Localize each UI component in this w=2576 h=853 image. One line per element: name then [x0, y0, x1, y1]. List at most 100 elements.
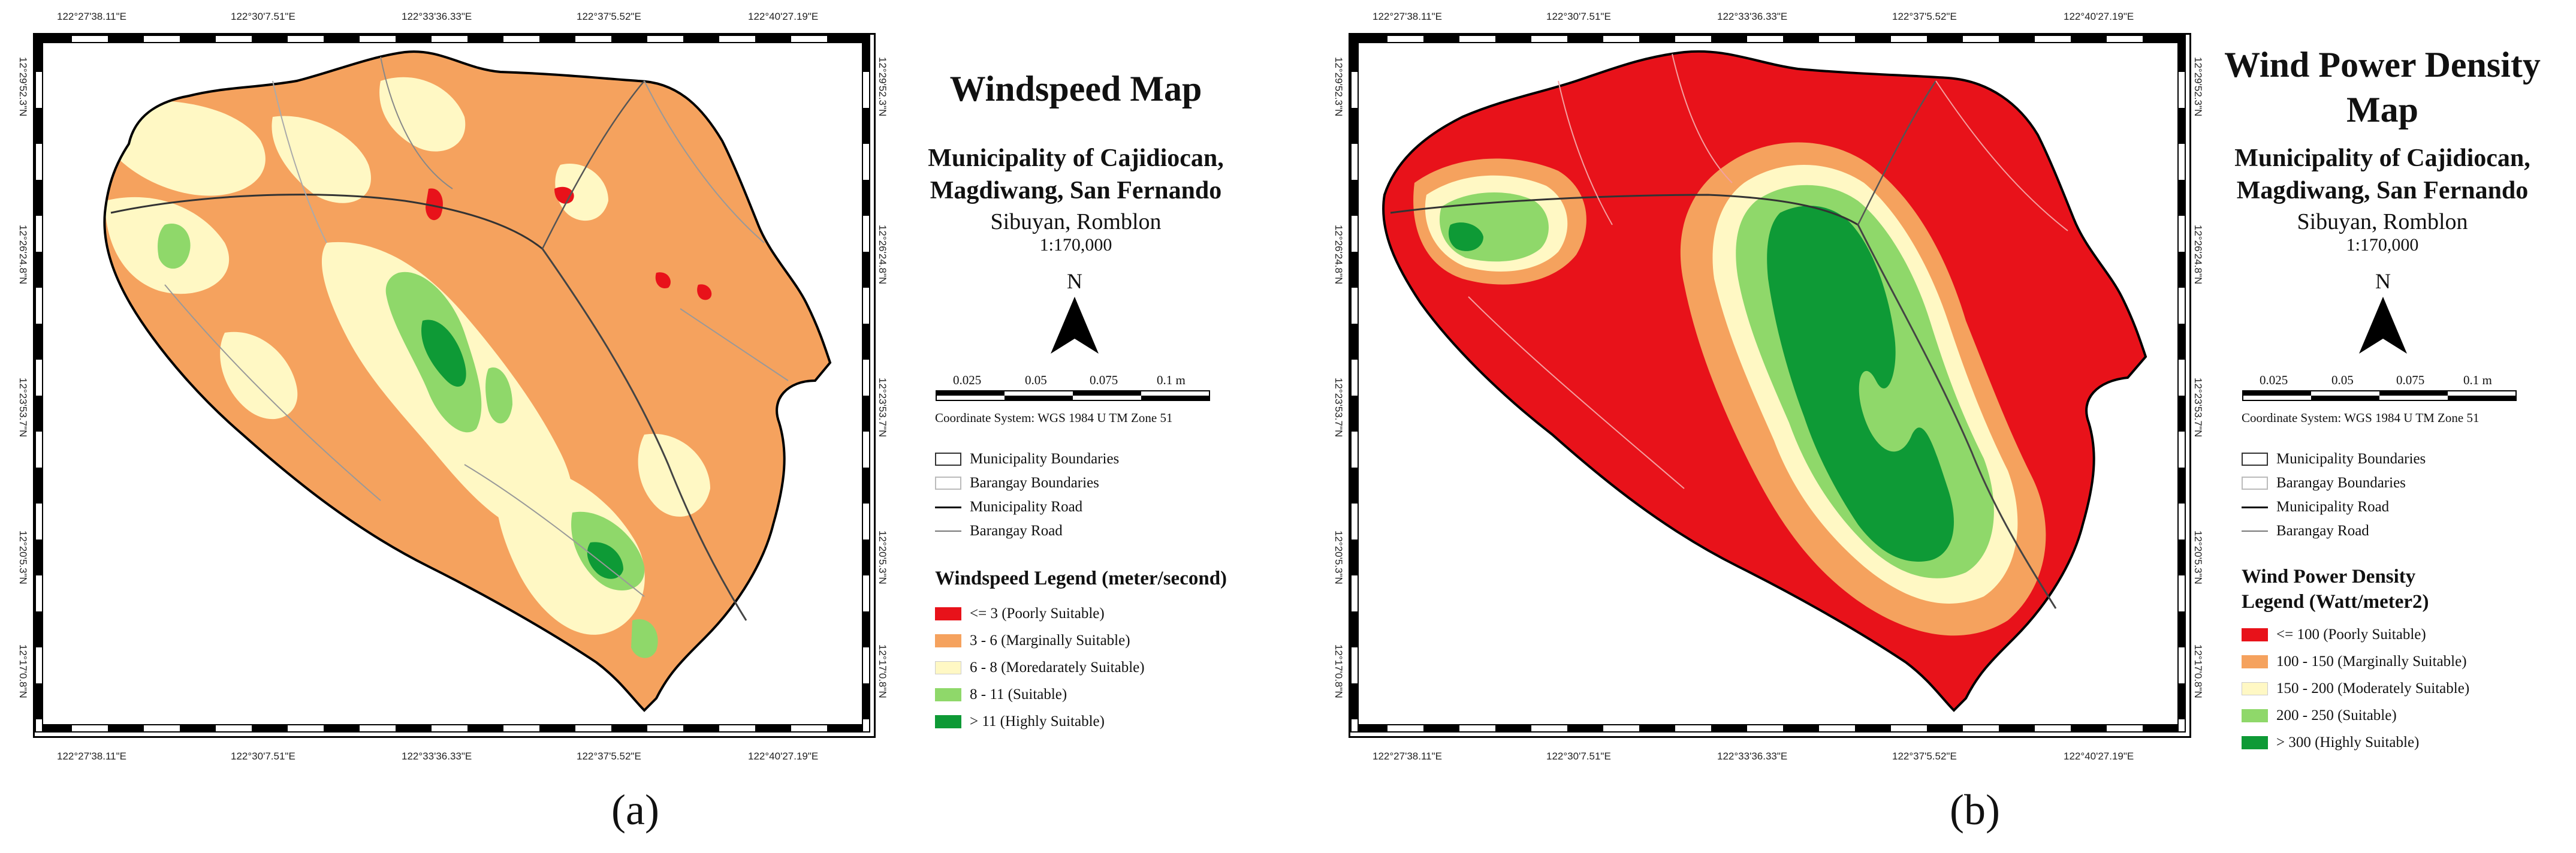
panel-label: (a) — [611, 786, 659, 834]
legend-swatch — [935, 477, 961, 490]
legend-swatch — [935, 453, 961, 466]
legend-swatch — [2242, 655, 2268, 668]
frame-border-top — [1350, 35, 2186, 43]
map-subtitle: Magdiwang, San Fernando — [930, 177, 1222, 204]
map-title: Wind Power Density — [2224, 45, 2541, 85]
map-scale: 1:170,000 — [1039, 235, 1112, 255]
legend-swatch — [935, 531, 961, 532]
lon-label: 122°40'27.19"E — [748, 11, 819, 22]
legend-label: 100 - 150 (Marginally Suitable) — [2276, 653, 2467, 670]
legend-label: Municipality Boundaries — [970, 451, 1120, 467]
panel-b: 122°27'38.11"E 122°30'7.51"E 122°33'36.3… — [1316, 0, 2576, 853]
map-place: Sibuyan, Romblon — [990, 209, 1162, 234]
lat-label: 12°20'5.3"N — [1333, 531, 1344, 584]
map-title: Windspeed Map — [949, 69, 1202, 108]
scale-bar — [936, 390, 1210, 401]
map-scale: 1:170,000 — [2346, 235, 2419, 255]
legend-label: Barangay Boundaries — [970, 475, 1099, 491]
legend-label: Barangay Road — [2276, 523, 2369, 539]
lat-label: 12°29'52.3"N — [1333, 57, 1344, 117]
legend-swatch — [935, 506, 961, 508]
legend-swatch — [935, 607, 961, 620]
legend-label: > 11 (Highly Suitable) — [970, 713, 1105, 730]
lat-label: 12°23'53.7"N — [17, 378, 29, 438]
lat-label: 12°20'5.3"N — [877, 531, 888, 584]
lat-label: 12°29'52.3"N — [877, 57, 888, 117]
scale-tick: 0.025 — [953, 373, 982, 387]
lon-label: 122°33'36.33"E — [402, 750, 472, 762]
legend-label: 6 - 8 (Moredarately Suitable) — [970, 659, 1145, 676]
windspeed-island-map — [103, 50, 832, 712]
map-subtitle: Magdiwang, San Fernando — [2236, 177, 2529, 204]
lat-label: 12°26'24.8"N — [1333, 225, 1344, 285]
lat-label: 12°26'24.8"N — [17, 225, 29, 285]
legend-label: Barangay Boundaries — [2276, 475, 2406, 491]
legend-barangay-boundaries: Barangay Boundaries — [2242, 475, 2406, 492]
legend-label: <= 100 (Poorly Suitable) — [2276, 626, 2426, 643]
legend-swatch — [2242, 506, 2268, 508]
legend-swatch — [2242, 709, 2268, 722]
lat-label: 12°17'0.8"N — [2192, 644, 2204, 698]
map-title: Map — [2346, 90, 2418, 129]
legend-label: <= 3 (Poorly Suitable) — [970, 605, 1105, 622]
lon-label: 122°27'38.11"E — [57, 11, 126, 22]
legend-title: Wind Power Density — [2242, 566, 2416, 587]
scale-tick: 0.05 — [1025, 373, 1047, 387]
panel-label: (b) — [1950, 786, 2000, 834]
legend-label: 150 - 200 (Moderately Suitable) — [2276, 680, 2470, 697]
frame-border-bottom — [1350, 724, 2186, 733]
frame-border-right — [2177, 35, 2186, 733]
scale-tick: 0.075 — [2396, 373, 2425, 387]
scale-tick: 0.1 m — [1157, 373, 1186, 387]
legend-swatch — [2242, 477, 2268, 490]
map-subtitle: Municipality of Cajidiocan, — [2234, 144, 2530, 172]
legend-swatch — [2242, 682, 2268, 695]
wind-power-density-island-map — [1382, 50, 2147, 712]
legend-municipality-road: Municipality Road — [935, 499, 1082, 516]
legend-municipality-boundaries: Municipality Boundaries — [935, 451, 1119, 468]
legend-swatch — [935, 688, 961, 701]
north-arrow-icon — [1051, 297, 1099, 354]
lat-label: 12°20'5.3"N — [2192, 531, 2204, 584]
lon-label: 122°37'5.52"E — [577, 11, 641, 22]
legend-title: Windspeed Legend (meter/second) — [935, 568, 1227, 589]
lon-label: 122°37'5.52"E — [1892, 750, 1957, 762]
map-place: Sibuyan, Romblon — [2297, 209, 2468, 234]
scale-bar — [2242, 390, 2517, 401]
legend-barangay-road: Barangay Road — [935, 523, 1063, 539]
coordinate-system: Coordinate System: WGS 1984 U TM Zone 51 — [935, 411, 1173, 425]
legend-label: > 300 (Highly Suitable) — [2276, 734, 2420, 750]
lon-label: 122°33'36.33"E — [402, 11, 472, 22]
legend-label: 200 - 250 (Suitable) — [2276, 707, 2397, 724]
scale-tick: 0.05 — [2331, 373, 2354, 387]
lon-label: 122°33'36.33"E — [1717, 750, 1788, 762]
lon-label: 122°30'7.51"E — [231, 11, 295, 22]
legend-class-2: 3 - 6 (Marginally Suitable) — [935, 632, 1130, 649]
legend-label: 3 - 6 (Marginally Suitable) — [970, 632, 1130, 649]
legend-swatch — [935, 634, 961, 647]
north-label: N — [2375, 269, 2391, 293]
legend-barangay-boundaries: Barangay Boundaries — [935, 475, 1099, 492]
lat-label: 12°23'53.7"N — [2192, 378, 2204, 438]
lat-label: 12°17'0.8"N — [877, 644, 888, 698]
legend-label: Barangay Road — [970, 523, 1063, 539]
legend-class-2: 100 - 150 (Marginally Suitable) — [2242, 653, 2467, 670]
legend-label: 8 - 11 (Suitable) — [970, 686, 1067, 703]
lon-label: 122°27'38.11"E — [1373, 750, 1442, 762]
lon-label: 122°40'27.19"E — [2064, 750, 2134, 762]
legend-label: Municipality Road — [970, 499, 1083, 515]
lat-label: 12°20'5.3"N — [17, 531, 29, 584]
lon-label: 122°37'5.52"E — [577, 750, 641, 762]
lon-label: 122°30'7.51"E — [1546, 11, 1611, 22]
frame-border-left — [1350, 35, 1359, 733]
legend-swatch — [935, 715, 961, 728]
legend-swatch — [2242, 453, 2268, 466]
lat-label: 12°23'53.7"N — [877, 378, 888, 438]
lon-label: 122°30'7.51"E — [1546, 750, 1611, 762]
legend-municipality-road: Municipality Road — [2242, 499, 2389, 516]
lon-label: 122°33'36.33"E — [1717, 11, 1788, 22]
lon-label: 122°40'27.19"E — [748, 750, 819, 762]
lat-label: 12°26'24.8"N — [877, 225, 888, 285]
legend-class-3: 6 - 8 (Moredarately Suitable) — [935, 659, 1145, 676]
scale-tick: 0.1 m — [2463, 373, 2492, 387]
